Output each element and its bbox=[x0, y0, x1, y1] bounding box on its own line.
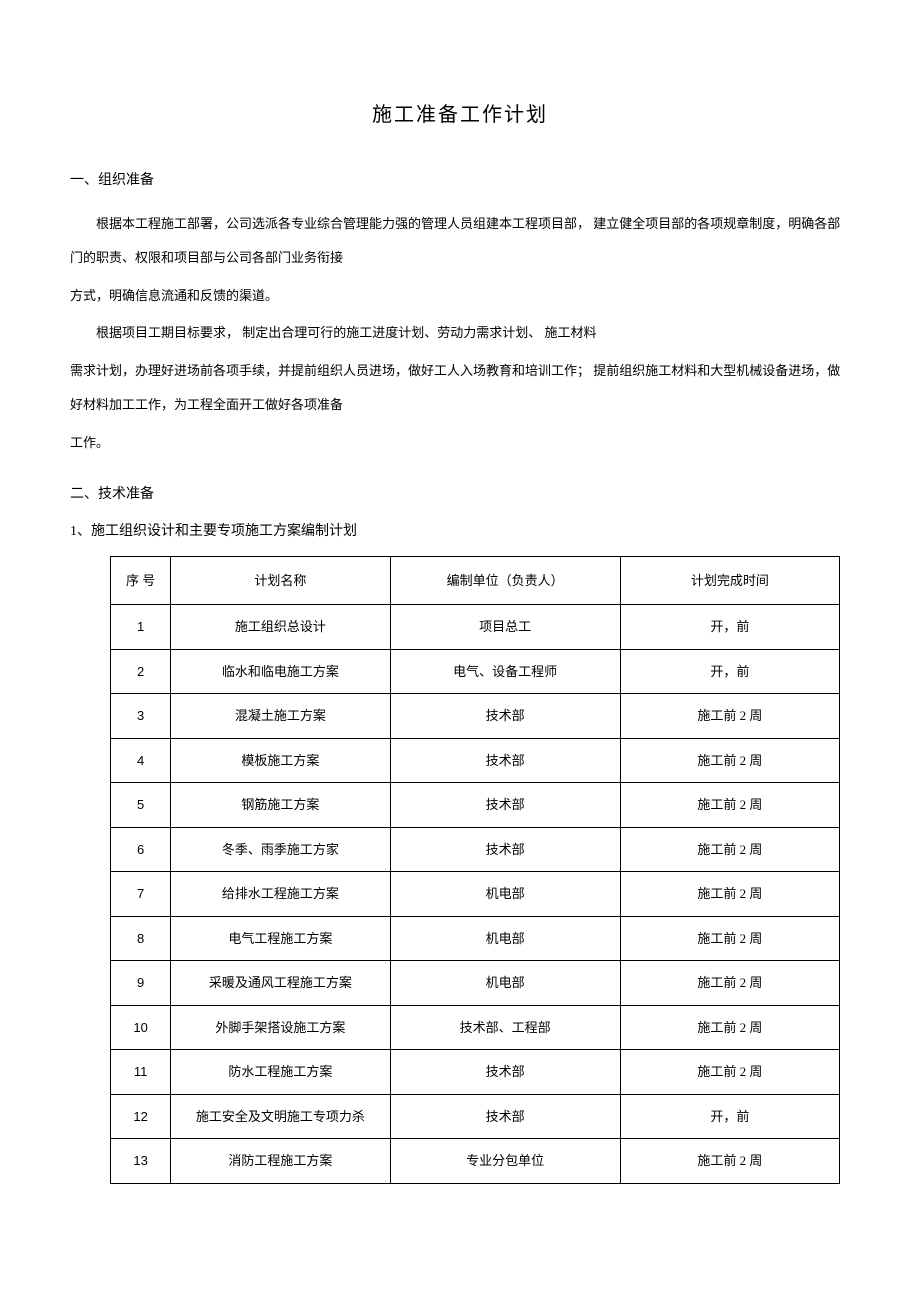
table-cell-name: 施工组织总设计 bbox=[171, 605, 390, 650]
table-row: 11防水工程施工方案技术部施工前 2 周 bbox=[111, 1050, 840, 1095]
table-row: 5钢筋施工方案技术部施工前 2 周 bbox=[111, 783, 840, 828]
table-cell-time: 开，前 bbox=[620, 605, 839, 650]
section-1-paragraph-1: 根据本工程施工部署，公司选派各专业综合管理能力强的管理人员组建本工程项目部， 建… bbox=[70, 207, 850, 275]
document-title: 施工准备工作计划 bbox=[70, 100, 850, 130]
table-cell-seq: 13 bbox=[111, 1139, 171, 1184]
table-row: 12施工安全及文明施工专项力杀技术部开，前 bbox=[111, 1094, 840, 1139]
table-header-unit: 编制单位（负责人） bbox=[390, 556, 620, 605]
table-cell-seq: 6 bbox=[111, 827, 171, 872]
table-cell-seq: 5 bbox=[111, 783, 171, 828]
table-cell-seq: 7 bbox=[111, 872, 171, 917]
table-cell-seq: 10 bbox=[111, 1005, 171, 1050]
table-header-row: 序 号 计划名称 编制单位（负责人） 计划完成时间 bbox=[111, 556, 840, 605]
table-cell-unit: 机电部 bbox=[390, 961, 620, 1006]
table-cell-time: 施工前 2 周 bbox=[620, 1005, 839, 1050]
section-1-paragraph-4: 需求计划，办理好进场前各项手续，并提前组织人员进场，做好工人入场教育和培训工作；… bbox=[70, 354, 850, 422]
table-cell-unit: 机电部 bbox=[390, 916, 620, 961]
table-cell-name: 混凝土施工方案 bbox=[171, 694, 390, 739]
section-2-header: 二、技术准备 bbox=[70, 484, 850, 505]
table-row: 7给排水工程施工方案机电部施工前 2 周 bbox=[111, 872, 840, 917]
table-cell-unit: 技术部 bbox=[390, 738, 620, 783]
table-row: 9采暖及通风工程施工方案机电部施工前 2 周 bbox=[111, 961, 840, 1006]
table-cell-unit: 电气、设备工程师 bbox=[390, 649, 620, 694]
table-cell-name: 给排水工程施工方案 bbox=[171, 872, 390, 917]
table-cell-seq: 2 bbox=[111, 649, 171, 694]
table-header-seq: 序 号 bbox=[111, 556, 171, 605]
table-cell-time: 施工前 2 周 bbox=[620, 872, 839, 917]
table-cell-unit: 技术部 bbox=[390, 694, 620, 739]
table-cell-name: 钢筋施工方案 bbox=[171, 783, 390, 828]
section-1-paragraph-3: 根据项目工期目标要求， 制定出合理可行的施工进度计划、劳动力需求计划、 施工材料 bbox=[70, 316, 850, 350]
table-cell-unit: 项目总工 bbox=[390, 605, 620, 650]
table-cell-name: 冬季、雨季施工方家 bbox=[171, 827, 390, 872]
section-1-paragraph-5: 工作。 bbox=[70, 426, 850, 460]
table-cell-time: 施工前 2 周 bbox=[620, 783, 839, 828]
plan-table-container: 序 号 计划名称 编制单位（负责人） 计划完成时间 1施工组织总设计项目总工开，… bbox=[110, 556, 840, 1184]
table-cell-time: 开，前 bbox=[620, 1094, 839, 1139]
table-body: 1施工组织总设计项目总工开，前2临水和临电施工方案电气、设备工程师开，前3混凝土… bbox=[111, 605, 840, 1184]
table-cell-seq: 9 bbox=[111, 961, 171, 1006]
table-row: 13消防工程施工方案专业分包单位施工前 2 周 bbox=[111, 1139, 840, 1184]
table-cell-time: 施工前 2 周 bbox=[620, 1050, 839, 1095]
table-cell-seq: 8 bbox=[111, 916, 171, 961]
table-row: 1施工组织总设计项目总工开，前 bbox=[111, 605, 840, 650]
table-row: 2临水和临电施工方案电气、设备工程师开，前 bbox=[111, 649, 840, 694]
table-cell-name: 电气工程施工方案 bbox=[171, 916, 390, 961]
table-cell-seq: 12 bbox=[111, 1094, 171, 1139]
table-cell-unit: 技术部、工程部 bbox=[390, 1005, 620, 1050]
section-1-header: 一、组织准备 bbox=[70, 170, 850, 191]
table-cell-time: 开，前 bbox=[620, 649, 839, 694]
table-cell-time: 施工前 2 周 bbox=[620, 961, 839, 1006]
table-cell-name: 施工安全及文明施工专项力杀 bbox=[171, 1094, 390, 1139]
section-2-sub-1: 1、施工组织设计和主要专项施工方案编制计划 bbox=[70, 521, 850, 542]
table-row: 3混凝土施工方案技术部施工前 2 周 bbox=[111, 694, 840, 739]
table-cell-name: 防水工程施工方案 bbox=[171, 1050, 390, 1095]
table-cell-seq: 3 bbox=[111, 694, 171, 739]
table-cell-seq: 4 bbox=[111, 738, 171, 783]
table-cell-seq: 1 bbox=[111, 605, 171, 650]
table-row: 6冬季、雨季施工方家技术部施工前 2 周 bbox=[111, 827, 840, 872]
table-header-time: 计划完成时间 bbox=[620, 556, 839, 605]
table-header-name: 计划名称 bbox=[171, 556, 390, 605]
table-cell-name: 消防工程施工方案 bbox=[171, 1139, 390, 1184]
table-cell-unit: 技术部 bbox=[390, 827, 620, 872]
table-cell-time: 施工前 2 周 bbox=[620, 1139, 839, 1184]
table-cell-unit: 技术部 bbox=[390, 1050, 620, 1095]
table-cell-name: 临水和临电施工方案 bbox=[171, 649, 390, 694]
section-1-paragraph-2: 方式，明确信息流通和反馈的渠道。 bbox=[70, 279, 850, 313]
table-cell-name: 外脚手架搭设施工方案 bbox=[171, 1005, 390, 1050]
table-row: 8电气工程施工方案机电部施工前 2 周 bbox=[111, 916, 840, 961]
table-row: 4模板施工方案技术部施工前 2 周 bbox=[111, 738, 840, 783]
table-cell-unit: 技术部 bbox=[390, 783, 620, 828]
table-cell-unit: 机电部 bbox=[390, 872, 620, 917]
table-cell-unit: 技术部 bbox=[390, 1094, 620, 1139]
table-cell-name: 采暖及通风工程施工方案 bbox=[171, 961, 390, 1006]
table-cell-unit: 专业分包单位 bbox=[390, 1139, 620, 1184]
table-cell-name: 模板施工方案 bbox=[171, 738, 390, 783]
table-cell-time: 施工前 2 周 bbox=[620, 916, 839, 961]
table-cell-time: 施工前 2 周 bbox=[620, 738, 839, 783]
table-cell-seq: 11 bbox=[111, 1050, 171, 1095]
table-row: 10外脚手架搭设施工方案技术部、工程部施工前 2 周 bbox=[111, 1005, 840, 1050]
table-cell-time: 施工前 2 周 bbox=[620, 827, 839, 872]
plan-table: 序 号 计划名称 编制单位（负责人） 计划完成时间 1施工组织总设计项目总工开，… bbox=[110, 556, 840, 1184]
table-cell-time: 施工前 2 周 bbox=[620, 694, 839, 739]
